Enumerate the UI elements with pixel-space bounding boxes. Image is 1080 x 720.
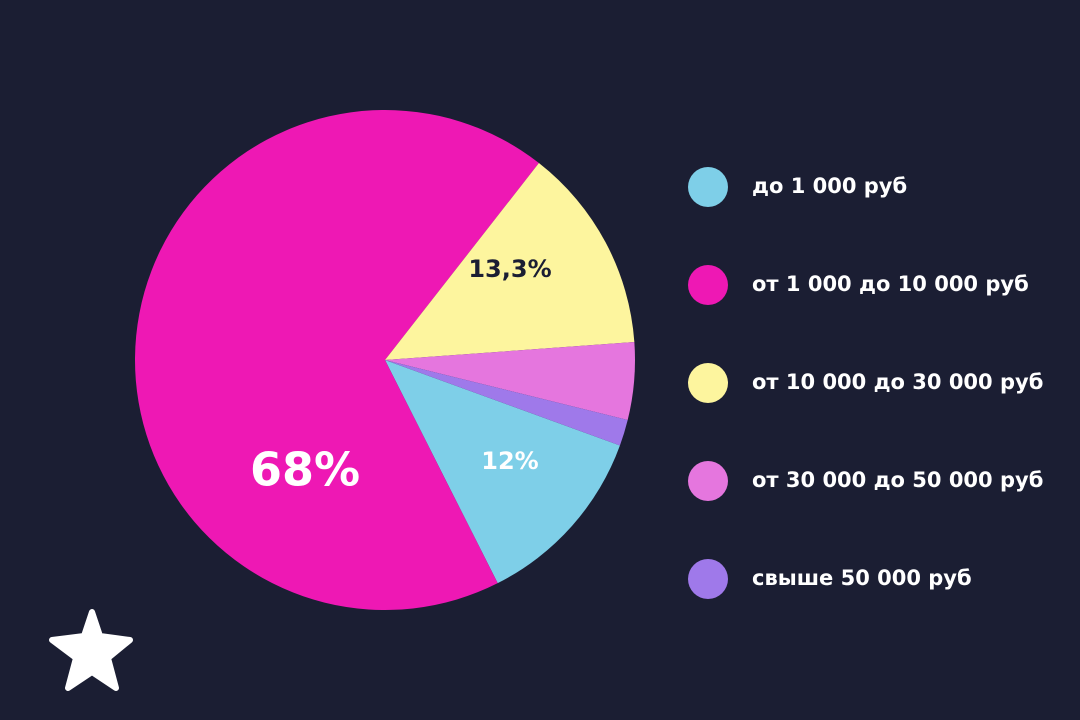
legend-text: до 1 000 руб: [752, 174, 907, 198]
logo: [49, 609, 133, 691]
pie-slice: [385, 360, 620, 584]
legend-swatch: [688, 265, 728, 305]
legend-text: от 1 000 до 10 000 руб: [752, 272, 1029, 296]
legend-text: от 30 000 до 50 000 руб: [752, 468, 1043, 492]
data-label: 13,3%: [468, 255, 551, 283]
legend-swatch: [688, 559, 728, 599]
pie-slice: [385, 360, 628, 446]
data-label: 68%: [250, 443, 360, 497]
legend-swatch: [688, 461, 728, 501]
data-label: 12%: [481, 447, 538, 475]
pie-slice: [135, 110, 539, 610]
pie-slice: [385, 342, 635, 420]
legend-swatch: [688, 167, 728, 207]
pie-slice: [385, 162, 635, 360]
legend-text: свыше 50 000 руб: [752, 566, 972, 590]
legend-text: от 10 000 до 30 000 руб: [752, 370, 1043, 394]
legend-swatch: [688, 363, 728, 403]
